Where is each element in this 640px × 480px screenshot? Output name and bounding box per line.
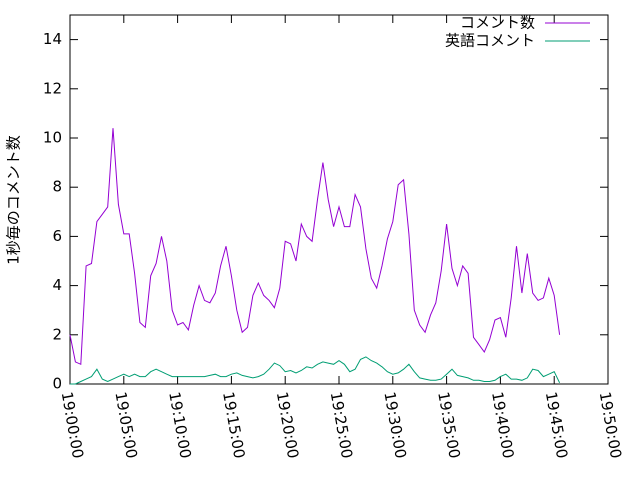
plot-border	[69, 14, 609, 385]
y-tick-label: 8	[52, 178, 62, 196]
x-tick-label: 19:00:00	[58, 390, 87, 459]
y-tick-label: 6	[52, 227, 62, 245]
x-tick-label: 19:45:00	[542, 390, 571, 459]
x-tick-label: 19:25:00	[327, 390, 356, 459]
y-axis-label: 1秒毎のコメント数	[5, 135, 23, 265]
y-tick-label: 10	[43, 129, 62, 147]
x-tick-label: 19:40:00	[488, 390, 517, 459]
x-tick-label: 19:15:00	[219, 390, 248, 459]
legend-label: コメント数	[460, 14, 535, 32]
y-tick-label: 14	[43, 30, 62, 48]
x-tick-label: 19:20:00	[273, 390, 302, 459]
legend-label: 英語コメント	[445, 32, 535, 50]
y-tick-label: 0	[52, 375, 62, 393]
x-tick-label: 19:50:00	[596, 390, 625, 459]
x-tick-label: 19:10:00	[165, 390, 194, 459]
x-tick-label: 19:05:00	[111, 390, 140, 459]
y-tick-label: 12	[43, 79, 62, 97]
series-line	[70, 356, 561, 385]
y-tick-label: 2	[52, 325, 62, 343]
x-tick-label: 19:30:00	[380, 390, 409, 459]
series-line	[69, 128, 561, 366]
y-tick-label: 4	[52, 276, 62, 294]
x-tick-label: 19:35:00	[434, 390, 463, 459]
